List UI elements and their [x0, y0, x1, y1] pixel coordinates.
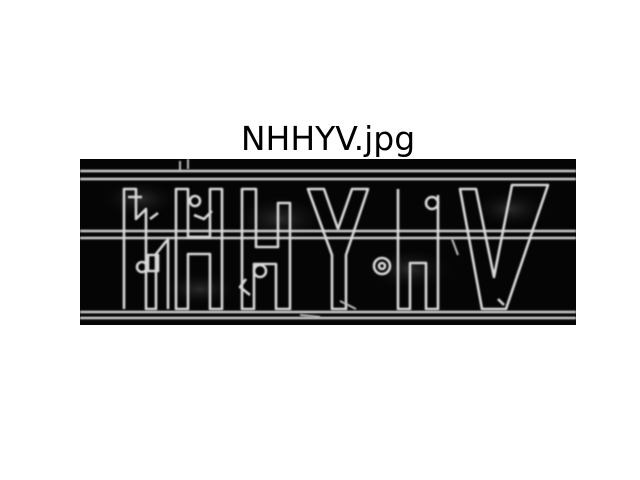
captcha-image — [80, 159, 576, 325]
strike-lines — [80, 169, 576, 320]
captcha-glyphs — [122, 183, 550, 311]
noise-fragments — [179, 159, 459, 318]
image-title: NHHYV.jpg — [240, 119, 416, 158]
captcha-drawing — [80, 159, 576, 320]
